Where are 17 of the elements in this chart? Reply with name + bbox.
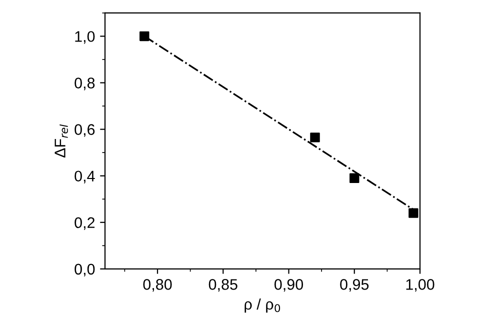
x-axis-title: ρ / ρ$_{0}$	[244, 298, 280, 313]
x-tick-label: 0,90	[274, 279, 304, 292]
x-tick-label: 0,80	[143, 279, 172, 292]
x-tick-label: 1,00	[406, 279, 434, 292]
y-tick-label: 0,2	[74, 217, 95, 230]
point	[408, 208, 418, 218]
y-axis-title: ΔF$_{rel}$	[54, 124, 68, 158]
y-tick-label: 0,0	[74, 264, 95, 276]
point	[310, 132, 320, 142]
point	[140, 31, 150, 42]
y-tick-label: 0,8	[74, 78, 95, 90]
x-tick-label: 0,85	[208, 279, 238, 292]
y-tick-label: 0,4	[74, 170, 95, 184]
y-tick-label: 1,0	[75, 31, 95, 44]
y-tick-label: 0,6	[74, 124, 95, 137]
x-tick-label: 0,95	[340, 279, 369, 292]
point	[350, 173, 360, 184]
